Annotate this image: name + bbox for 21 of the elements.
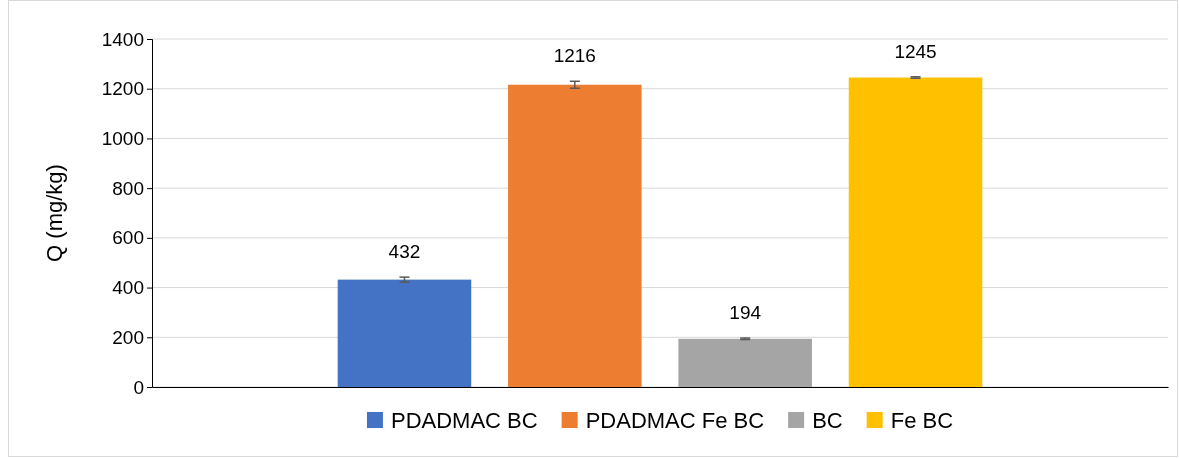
y-axis-title: Q (mg/kg) bbox=[42, 164, 67, 262]
y-tick-label: 1400 bbox=[101, 28, 144, 50]
bar bbox=[678, 338, 812, 387]
data-label: 1216 bbox=[553, 45, 596, 67]
legend-label: PDADMAC Fe BC bbox=[585, 408, 765, 433]
legend-label: BC bbox=[812, 408, 843, 433]
y-tick-label: 0 bbox=[133, 376, 144, 398]
legend-label: Fe BC bbox=[890, 408, 954, 433]
y-tick-label: 800 bbox=[112, 177, 144, 199]
y-tick-label: 1200 bbox=[101, 78, 144, 100]
y-tick-label: 200 bbox=[112, 326, 144, 348]
y-tick-label: 600 bbox=[112, 227, 144, 249]
bar bbox=[848, 77, 983, 387]
data-label: 194 bbox=[729, 302, 762, 324]
y-tick-label: 400 bbox=[112, 277, 144, 299]
legend-label: PDADMAC BC bbox=[390, 408, 538, 433]
bar bbox=[337, 279, 472, 387]
data-label: 432 bbox=[388, 241, 421, 263]
bar bbox=[508, 84, 642, 387]
data-label: 1245 bbox=[894, 40, 937, 62]
y-tick-label: 1000 bbox=[101, 128, 144, 150]
